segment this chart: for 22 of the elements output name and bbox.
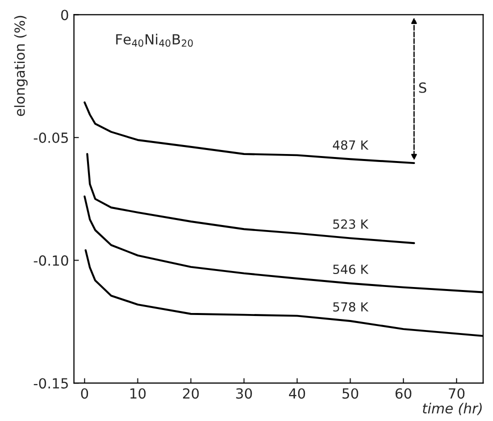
y-tick-label: 0 bbox=[61, 10, 68, 20]
x-tick-label: 40 bbox=[288, 388, 306, 399]
x-tick-label: 70 bbox=[448, 388, 464, 399]
series-label: 578 K bbox=[333, 302, 369, 312]
x-tick-label: 20 bbox=[183, 388, 199, 399]
y-tick-label: -0.10 bbox=[34, 255, 68, 266]
line-series bbox=[84, 101, 416, 164]
x-tick-label: 30 bbox=[236, 388, 252, 399]
x-tick-label: 0 bbox=[81, 388, 88, 399]
y-axis-title: elongation (%) bbox=[14, 16, 28, 116]
x-tick-label: 10 bbox=[130, 388, 146, 399]
x-tick-label: 50 bbox=[342, 388, 358, 399]
x-tick-label: 60 bbox=[396, 388, 412, 399]
series-label: 523 K bbox=[333, 219, 369, 229]
y-tick-label: -0.05 bbox=[34, 132, 68, 143]
series-label: 546 K bbox=[333, 264, 369, 274]
series-label: 487 K bbox=[332, 140, 369, 150]
annotation: S bbox=[419, 82, 426, 93]
x-axis-title: time (hr) bbox=[422, 402, 482, 416]
annotation: Fe$_{40}$Ni$_{40}$B$_{20}$ bbox=[116, 34, 193, 47]
line-series bbox=[86, 153, 416, 244]
y-tick-label: -0.15 bbox=[34, 378, 68, 389]
